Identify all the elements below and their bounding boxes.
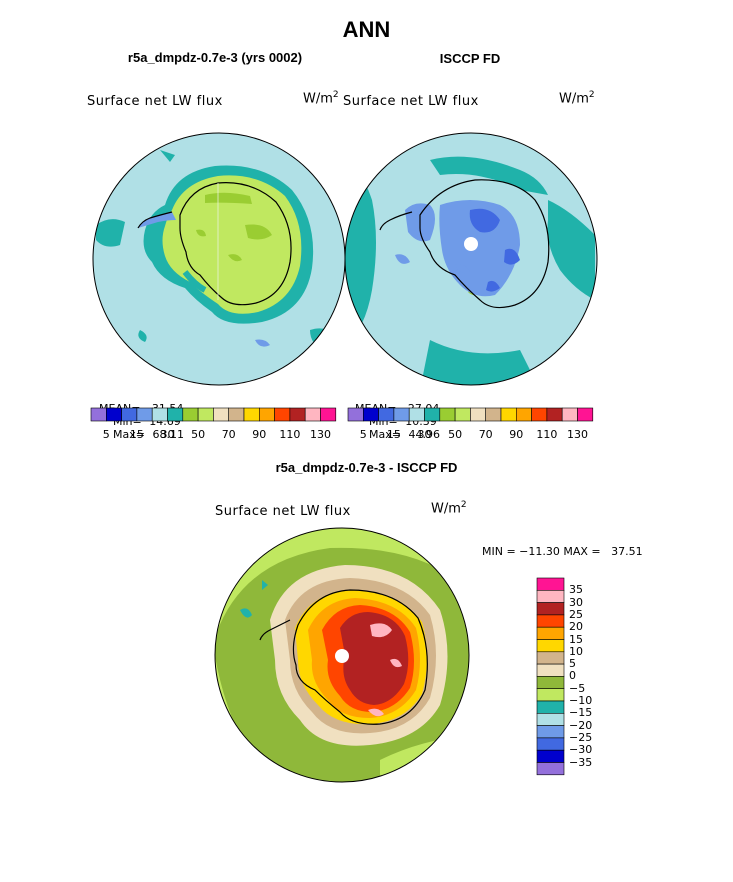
colorbar1-tick-label: 110	[279, 428, 301, 441]
map1-field	[93, 133, 345, 385]
colorbar1-swatch	[151, 407, 168, 422]
panel2-units-exp: 2	[588, 90, 595, 100]
colorbar2-swatch	[577, 407, 594, 422]
colorbar1-swatch	[121, 407, 138, 422]
colorbar2-swatch	[531, 407, 548, 422]
diff-colorbar-swatch	[536, 712, 565, 726]
diff-colorbar-swatch	[536, 626, 565, 640]
diff-colorbar-swatch	[536, 700, 565, 714]
diff-title: r5a_dmpdz-0.7e-3 - ISCCP FD	[275, 460, 458, 475]
panel1-max-label: Max=	[113, 428, 145, 441]
colorbar1-swatch	[304, 407, 321, 422]
colorbar2-swatch	[500, 407, 517, 422]
diff-colorbar-swatch	[536, 639, 565, 653]
panel1-units-base: W/m	[303, 91, 333, 107]
diff-units: W/m2	[431, 500, 467, 516]
colorbar2-swatch	[515, 407, 532, 422]
diff-colorbar-swatch	[536, 688, 565, 702]
diff-minmax: MIN = −11.30 MAX = 37.51	[482, 545, 643, 558]
colorbar2-tick-label: 5	[359, 428, 367, 441]
colorbar1-swatch	[228, 407, 245, 422]
colorbar1-swatch	[213, 407, 229, 422]
colorbar2-tick-label: 50	[448, 428, 463, 441]
colorbar2-tick-labels: 5 15 30 50 70 90 110 130	[0, 428, 733, 444]
diff-variable: Surface net LW flux	[215, 504, 351, 519]
diff-colorbar-swatch	[536, 602, 565, 616]
colorbar1-swatch	[167, 407, 184, 422]
colorbar1-tick-label: 15	[129, 428, 144, 441]
colorbar2-swatch	[393, 407, 410, 422]
colorbar2-swatch	[408, 407, 425, 422]
diff-units-exp: 2	[460, 500, 467, 510]
colorbar2-swatch	[546, 407, 563, 422]
colorbar1-tick-labels: 5 15 30 50 70 90 110 130	[0, 428, 733, 444]
diff-colorbar	[536, 577, 565, 776]
colorbar1-tick-label: 30	[160, 428, 175, 441]
panel1-units-exp: 2	[332, 90, 339, 100]
colorbar1-tick-label: 5	[102, 428, 110, 441]
colorbar1-swatch	[90, 407, 107, 422]
panel2-units: W/m2	[559, 90, 595, 106]
colorbar1-swatch	[320, 407, 337, 422]
colorbar1-swatch	[289, 407, 306, 422]
panel2-max-value: 44.96	[408, 428, 440, 441]
panel2-units-base: W/m	[559, 91, 589, 107]
panel2-title: ISCCP FD	[439, 51, 501, 66]
diff-colorbar-swatch	[536, 663, 565, 677]
colorbar2-tick-label: 110	[536, 428, 558, 441]
colorbar1-tick-label: 50	[191, 428, 206, 441]
colorbar1-tick-label: 90	[252, 428, 267, 441]
colorbar1-tick-label: 130	[310, 428, 331, 441]
colorbar2-tick-label: 70	[478, 428, 493, 441]
colorbar1-swatch	[243, 407, 260, 422]
panel1-title: r5a_dmpdz-0.7e-3 (yrs 0002)	[127, 50, 303, 65]
colorbar2-tick-label: 130	[567, 428, 588, 441]
colorbar1-swatch	[182, 407, 199, 422]
diff-colorbar-swatch	[536, 676, 565, 690]
colorbar1-swatch	[258, 407, 275, 422]
diff-map-border	[214, 527, 470, 783]
colorbar1-swatch	[274, 407, 291, 422]
diff-colorbar-swatch	[536, 589, 565, 603]
panel1-variable: Surface net LW flux	[87, 94, 223, 109]
colorbar2-swatch	[347, 407, 364, 422]
diff-colorbar-swatch	[536, 749, 565, 763]
colorbar2-swatch	[424, 407, 441, 422]
colorbar2-swatch	[485, 407, 502, 422]
colorbar2-swatch	[561, 407, 578, 422]
colorbar1	[90, 407, 337, 422]
diff-colorbar-swatch	[536, 614, 565, 628]
colorbar1-swatch	[106, 407, 122, 422]
colorbar2-tick-label: 30	[417, 428, 432, 441]
colorbar2-tick-label: 90	[509, 428, 524, 441]
colorbar2-swatch	[362, 407, 379, 422]
map2-field	[345, 133, 597, 385]
panel2-variable: Surface net LW flux	[343, 94, 479, 109]
map2-border	[344, 132, 598, 386]
diff-colorbar-swatch	[536, 725, 565, 739]
diff-colorbar-swatch	[536, 577, 565, 591]
colorbar2-swatch	[439, 407, 456, 422]
diff-units-base: W/m	[431, 501, 461, 517]
colorbar1-tick-label: 70	[221, 428, 236, 441]
colorbar1-swatch	[136, 407, 153, 422]
colorbar2-swatch	[454, 407, 471, 422]
colorbar2-swatch	[470, 407, 486, 422]
panel1-units: W/m2	[303, 90, 339, 106]
panel2-max-label: Max=	[369, 428, 401, 441]
diff-colorbar-swatch	[536, 762, 565, 776]
panel1-max-value: 68.11	[152, 428, 184, 441]
colorbar2-swatch	[378, 407, 395, 422]
diff-colorbar-swatch	[536, 737, 565, 751]
colorbar2-tick-label: 15	[386, 428, 401, 441]
diff-colorbar-swatch	[536, 651, 565, 665]
diff-map-field	[215, 528, 469, 782]
figure-title: ANN	[342, 17, 391, 42]
colorbar1-swatch	[197, 407, 214, 422]
colorbar2	[347, 407, 594, 422]
